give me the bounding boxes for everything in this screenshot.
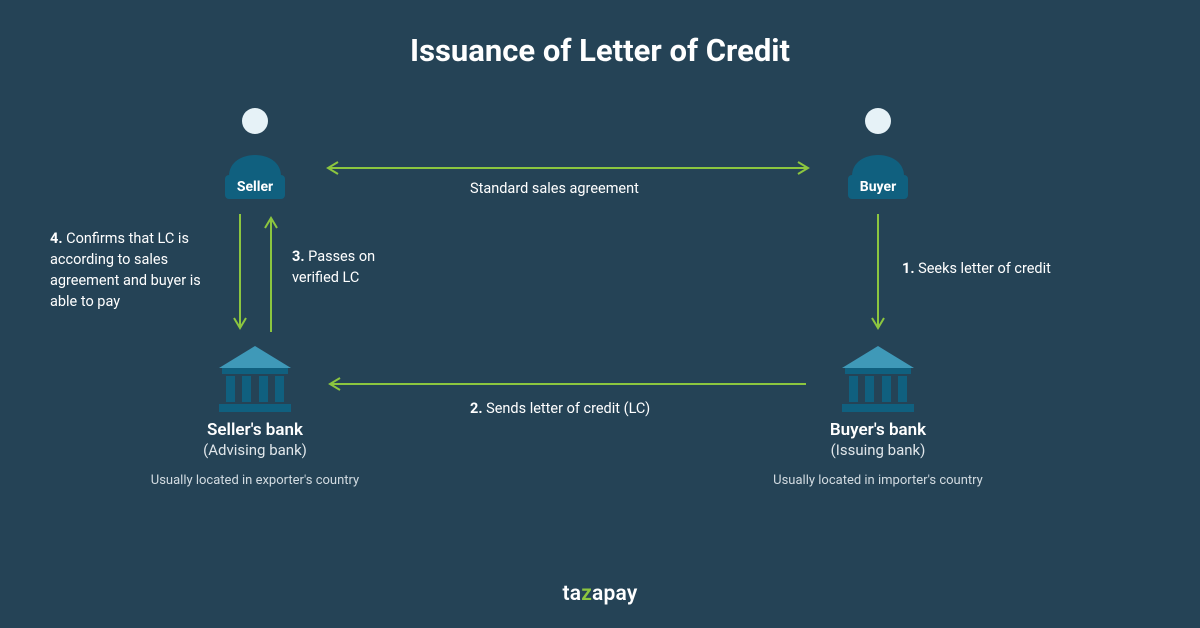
buyer-bank-note: Usually located in importer's country [763, 473, 993, 488]
label-step2: 2. Sends letter of credit (LC) [470, 398, 650, 419]
node-seller: Seller [215, 106, 295, 199]
step4-text: Confirms that LC is according to sales a… [50, 230, 201, 310]
step1-text: Seeks letter of credit [915, 260, 1051, 277]
brand-pre: ta [562, 582, 581, 606]
person-icon [215, 106, 295, 176]
seller-label: Seller [225, 175, 285, 199]
brand-logo: tazapay [562, 582, 637, 606]
node-buyer-bank: Buyer's bank (Issuing bank) Usually loca… [763, 346, 993, 488]
brand-z: z [581, 582, 592, 606]
step2-num: 2. [470, 400, 483, 417]
label-step4: 4. Confirms that LC is according to sale… [50, 228, 225, 312]
label-step3: 3. Passes on verified LC [292, 246, 412, 288]
label-step1: 1. Seeks letter of credit [902, 258, 1102, 279]
person-icon [838, 106, 918, 176]
step3-num: 3. [292, 248, 305, 265]
arrow-step1 [870, 210, 886, 336]
buyer-bank-subtitle: (Issuing bank) [763, 441, 993, 459]
arrow-step2 [320, 376, 816, 392]
arrow-step4 [232, 210, 248, 336]
seller-bank-note: Usually located in exporter's country [140, 473, 370, 488]
node-seller-bank: Seller's bank (Advising bank) Usually lo… [140, 346, 370, 488]
diagram-stage: Seller Buyer Seller's bank (Advising ba [0, 0, 1200, 628]
buyer-label: Buyer [848, 175, 908, 199]
step4-num: 4. [50, 230, 63, 247]
arrow-top-double [320, 160, 816, 176]
seller-bank-subtitle: (Advising bank) [140, 441, 370, 459]
brand-post: apay [592, 582, 637, 606]
buyer-bank-title: Buyer's bank [763, 420, 993, 440]
seller-bank-title: Seller's bank [140, 420, 370, 440]
step2-text: Sends letter of credit (LC) [483, 400, 651, 417]
step1-num: 1. [902, 260, 915, 277]
label-top: Standard sales agreement [470, 178, 639, 199]
arrow-step3 [263, 210, 279, 336]
node-buyer: Buyer [838, 106, 918, 199]
step3-text: Passes on verified LC [292, 248, 375, 286]
